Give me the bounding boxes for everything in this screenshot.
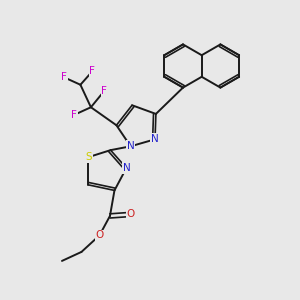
Text: F: F bbox=[61, 72, 67, 82]
Text: N: N bbox=[151, 134, 159, 144]
Text: N: N bbox=[122, 163, 130, 173]
Text: F: F bbox=[89, 66, 95, 76]
Text: O: O bbox=[127, 209, 135, 219]
Text: F: F bbox=[71, 110, 77, 120]
Text: S: S bbox=[85, 152, 92, 162]
Text: O: O bbox=[95, 230, 104, 240]
Text: F: F bbox=[101, 86, 107, 96]
Text: N: N bbox=[127, 141, 134, 151]
